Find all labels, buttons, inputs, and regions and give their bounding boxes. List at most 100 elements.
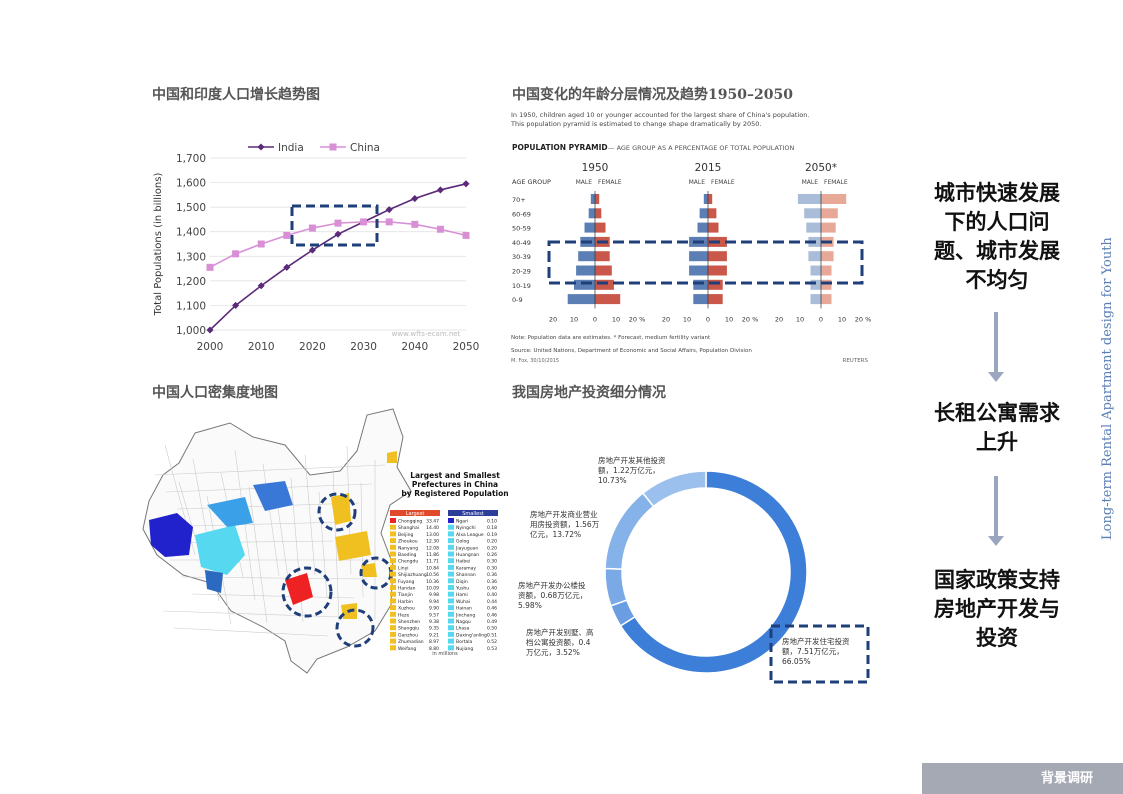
smallest-header: [448, 510, 498, 516]
male-bar: [699, 208, 708, 219]
largest-value: 12.30: [426, 539, 439, 545]
data-point: [334, 219, 342, 227]
region-largest: [285, 573, 313, 605]
female-bar: [821, 294, 832, 305]
smallest-name: Wuhai: [456, 599, 470, 605]
male-bar: [810, 265, 821, 276]
smallest-name: Karamay: [456, 565, 476, 571]
smallest-value: 0.50: [487, 626, 497, 632]
male-bar: [576, 265, 595, 276]
smallest-value: 0.49: [487, 619, 497, 625]
largest-value: 9.21: [429, 632, 439, 638]
label-commercial: 亿元，13.72%: [530, 529, 581, 539]
smallest-value: 0.30: [487, 565, 497, 571]
label-residential: 额，7.51万亿元，: [782, 646, 844, 656]
largest-name: Shangqiu: [398, 626, 419, 632]
data-point: [232, 250, 240, 258]
data-point: [385, 218, 393, 226]
data-point: [283, 231, 291, 239]
legend-swatch: [448, 564, 454, 570]
title-pop-growth: 中国和印度人口增长趋势图: [152, 87, 320, 103]
male-bar: [808, 251, 821, 262]
smallest-name: Jiayuguan: [455, 545, 478, 551]
female-bar: [595, 222, 606, 233]
smallest-name: Diqin: [456, 579, 468, 585]
largest-name: Shijiazhuang: [398, 572, 427, 578]
legend-swatch: [390, 558, 396, 564]
label-other: 额，1.22万亿元，: [598, 465, 660, 475]
highlight-box: [547, 240, 864, 285]
smallest-value: 0.52: [487, 639, 497, 645]
legend-swatch: [390, 571, 396, 577]
pyramid-subtitle-1: In 1950, children aged 10 or younger acc…: [511, 111, 810, 119]
smallest-value: 0.19: [487, 532, 497, 538]
pyramid-heading: POPULATION PYRAMID: [512, 143, 608, 152]
highlight-circle: [335, 608, 375, 648]
age-label: 60-69: [512, 210, 531, 218]
legend-label: China: [350, 142, 380, 154]
y-axis-label: Total Populations (in billions): [153, 173, 164, 317]
smallest-name: Nujiang: [456, 646, 473, 652]
legend-swatch: [448, 645, 454, 651]
data-point: [462, 231, 470, 239]
smallest-name: Hainan: [456, 606, 472, 612]
label-villa: 万亿元，3.52%: [526, 647, 580, 657]
smallest-value: 0.40: [487, 592, 497, 598]
footer-section-label: 背景调研: [922, 763, 1123, 794]
watermark: www.wfts-ecam.net: [392, 330, 461, 338]
female-bar: [708, 251, 727, 262]
largest-value: 13.00: [426, 532, 439, 538]
smallest-name: Shannan: [456, 572, 476, 578]
male-bar: [584, 222, 595, 233]
region-large: [387, 451, 397, 463]
pyramid-tick: 10: [683, 315, 691, 323]
donut-slice: [604, 567, 628, 607]
largest-value: 10.09: [426, 586, 439, 592]
largest-value: 10.56: [426, 572, 439, 578]
point-policy-support: 国家政策支持房地产开发与投资: [934, 567, 1060, 650]
smallest-value: 0.20: [487, 545, 497, 551]
largest-name: Xuzhou: [398, 606, 415, 612]
smallest-value: 0.20: [487, 539, 497, 545]
female-bar: [595, 208, 602, 219]
region-small: [195, 525, 245, 575]
y-tick-label: 1,000: [176, 325, 206, 337]
prefecture-border: [248, 486, 268, 624]
legend-swatch: [448, 551, 454, 557]
largest-name: Shanghai: [398, 525, 419, 531]
smallest-name: Hami: [456, 592, 468, 598]
smallest-value: 0.46: [487, 606, 497, 612]
largest-name: Linyi: [398, 565, 409, 571]
year-label: 2015: [695, 162, 722, 174]
legend-swatch: [390, 605, 396, 611]
legend-swatch: [390, 611, 396, 617]
x-tick-label: 2030: [350, 341, 377, 353]
footer-label-text: 背景调研: [1040, 771, 1093, 786]
smallest-value: 0.44: [487, 599, 497, 605]
legend-swatch: [448, 605, 454, 611]
largest-label: Largest: [406, 511, 425, 517]
smallest-name: Daxing'anling: [456, 632, 487, 638]
data-point: [436, 225, 444, 233]
smallest-label: Smallest: [462, 511, 484, 517]
smallest-value: 0.51: [487, 632, 497, 638]
legend-swatch: [390, 618, 396, 624]
largest-name: Baoding: [398, 552, 417, 558]
age-label: 50-59: [512, 225, 531, 233]
smallest-name: Huangnan: [456, 552, 479, 558]
legend-swatch: [448, 631, 454, 637]
label-other: 房地产开发其他投资: [598, 455, 666, 465]
label-commercial: 房地产开发商业营业: [530, 509, 598, 519]
legend-swatch: [390, 598, 396, 604]
legend-swatch: [390, 645, 396, 651]
highlight-circle: [317, 492, 357, 532]
smallest-name: Bortala: [456, 639, 472, 645]
female-bar: [595, 194, 600, 204]
pyramid-credit: M. Fox, 30/10/2015: [511, 358, 559, 364]
male-bar: [797, 194, 821, 204]
female-label: FEMALE: [824, 179, 848, 186]
female-bar: [708, 279, 723, 290]
highlight-box: [769, 624, 870, 684]
map-title: by Registered Population: [401, 489, 508, 498]
